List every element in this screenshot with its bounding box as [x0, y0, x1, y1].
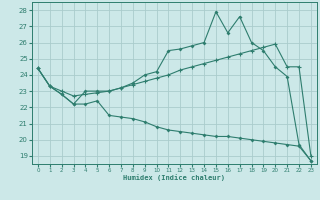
X-axis label: Humidex (Indice chaleur): Humidex (Indice chaleur) — [124, 175, 225, 181]
